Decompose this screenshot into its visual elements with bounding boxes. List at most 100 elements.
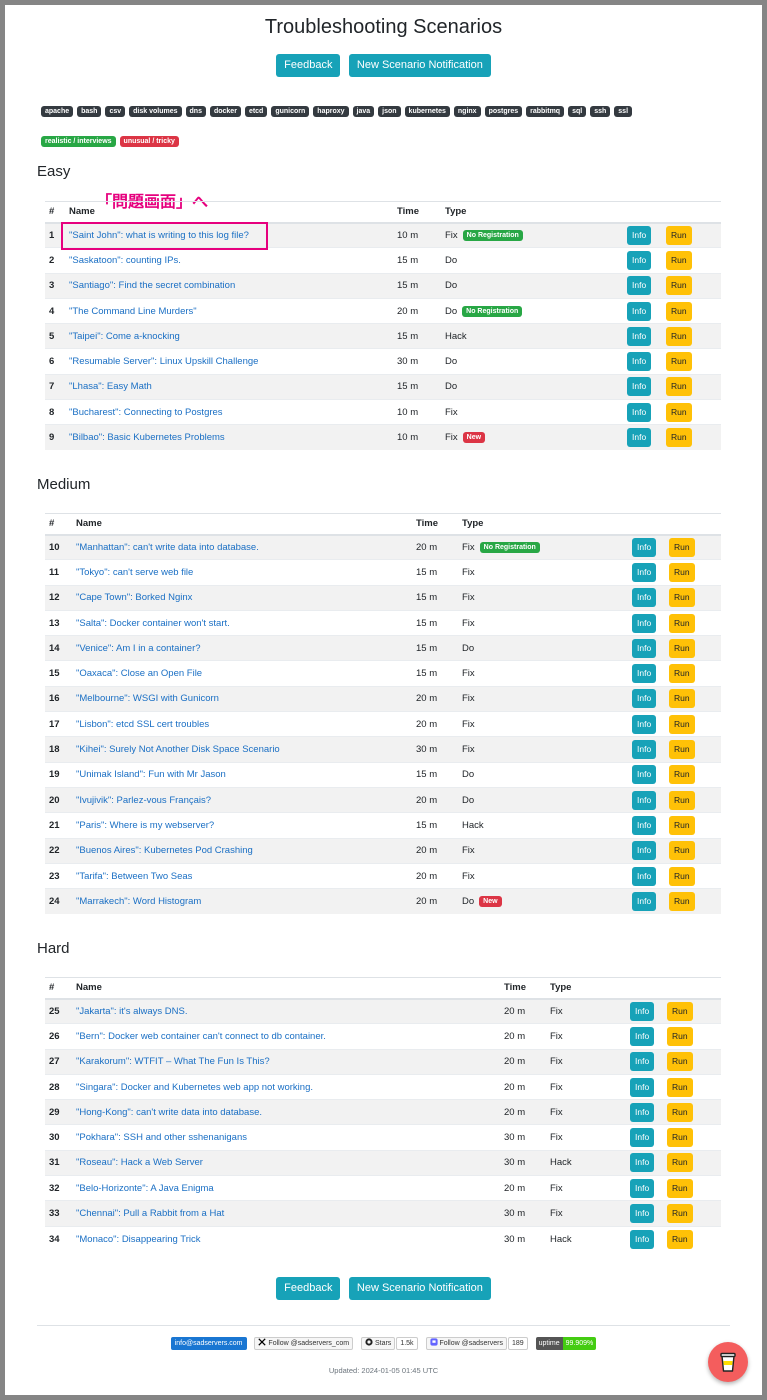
info-button[interactable]: Info (632, 841, 657, 861)
run-button[interactable]: Run (667, 1026, 693, 1046)
scenario-link[interactable]: "Ivujivik": Parlez-vous Français? (76, 794, 212, 806)
run-button[interactable]: Run (669, 790, 695, 810)
tag-gunicorn[interactable]: gunicorn (271, 106, 310, 117)
info-button[interactable]: Info (632, 689, 657, 709)
info-button[interactable]: Info (632, 740, 657, 760)
scenario-link[interactable]: "Kihei": Surely Not Another Disk Space S… (76, 744, 280, 756)
scenario-link[interactable]: "Roseau": Hack a Web Server (76, 1157, 203, 1169)
run-button[interactable]: Run (666, 377, 692, 397)
run-button[interactable]: Run (669, 537, 695, 557)
run-button[interactable]: Run (669, 714, 695, 734)
scenario-link[interactable]: "Tarifa": Between Two Seas (76, 870, 193, 882)
info-button[interactable]: Info (627, 276, 652, 296)
mastodon-follow-badge[interactable]: Follow @sadservers (425, 1337, 507, 1350)
run-button[interactable]: Run (669, 664, 695, 684)
github-stars-badge[interactable]: Stars (361, 1337, 396, 1350)
scenario-link[interactable]: "Saint John": what is writing to this lo… (69, 229, 249, 241)
run-button[interactable]: Run (667, 1052, 693, 1072)
info-button[interactable]: Info (630, 1026, 655, 1046)
info-button[interactable]: Info (630, 1052, 655, 1072)
scenario-link[interactable]: "Singara": Docker and Kubernetes web app… (76, 1081, 313, 1093)
uptime-badge[interactable]: uptime 99.909% (535, 1337, 597, 1350)
scenario-link[interactable]: "Belo-Horizonte": A Java Enigma (76, 1182, 214, 1194)
run-button[interactable]: Run (666, 428, 692, 448)
info-button[interactable]: Info (632, 790, 657, 810)
scenario-link[interactable]: "Buenos Aires": Kubernetes Pod Crashing (76, 845, 253, 857)
run-button[interactable]: Run (667, 1178, 693, 1198)
tag-ssl[interactable]: ssl (614, 106, 633, 117)
info-button[interactable]: Info (627, 402, 652, 422)
tag-docker[interactable]: docker (209, 106, 241, 117)
info-button[interactable]: Info (630, 1077, 655, 1097)
info-button[interactable]: Info (630, 1001, 655, 1021)
scenario-link[interactable]: "Venice": Am I in a container? (76, 642, 201, 654)
tag-bash[interactable]: bash (77, 106, 102, 117)
run-button[interactable]: Run (666, 276, 692, 296)
run-button[interactable]: Run (666, 352, 692, 372)
tag-sql[interactable]: sql (568, 106, 587, 117)
run-button[interactable]: Run (666, 250, 692, 270)
run-button[interactable]: Run (666, 301, 692, 321)
scenario-link[interactable]: "Salta": Docker container won't start. (76, 617, 230, 629)
scenario-link[interactable]: "Santiago": Find the secret combination (69, 280, 236, 292)
run-button[interactable]: Run (669, 892, 695, 912)
tag-ssh[interactable]: ssh (590, 106, 611, 117)
info-button[interactable]: Info (632, 537, 657, 557)
info-button[interactable]: Info (632, 892, 657, 912)
scenario-link[interactable]: "Resumable Server": Linux Upskill Challe… (69, 356, 259, 368)
scenario-link[interactable]: "Chennai": Pull a Rabbit from a Hat (76, 1208, 225, 1220)
info-button[interactable]: Info (632, 588, 657, 608)
info-button[interactable]: Info (632, 562, 657, 582)
tag-rabbitmq[interactable]: rabbitmq (526, 106, 565, 117)
run-button[interactable]: Run (669, 638, 695, 658)
run-button[interactable]: Run (669, 765, 695, 785)
scenario-link[interactable]: "Oaxaca": Close an Open File (76, 668, 203, 680)
scenario-link[interactable]: "Bucharest": Connecting to Postgres (69, 406, 223, 418)
info-button[interactable]: Info (630, 1204, 655, 1224)
tag-dns[interactable]: dns (185, 106, 206, 117)
scenario-link[interactable]: "Bilbao": Basic Kubernetes Problems (69, 432, 225, 444)
run-button[interactable]: Run (667, 1128, 693, 1148)
info-button[interactable]: Info (630, 1178, 655, 1198)
info-button[interactable]: Info (632, 613, 657, 633)
scenario-link[interactable]: "Bern": Docker web container can't conne… (76, 1030, 326, 1042)
scenario-link[interactable]: "Marrakech": Word Histogram (76, 896, 202, 908)
tag-java[interactable]: java (352, 106, 375, 117)
run-button[interactable]: Run (669, 689, 695, 709)
scenario-link[interactable]: "Manhattan": can't write data into datab… (76, 541, 259, 553)
new-scenario-notification-button[interactable]: New Scenario Notification (348, 1277, 491, 1300)
info-button[interactable]: Info (630, 1102, 655, 1122)
run-button[interactable]: Run (666, 225, 692, 245)
info-button[interactable]: Info (627, 428, 652, 448)
info-button[interactable]: Info (632, 664, 657, 684)
tag-nginx[interactable]: nginx (453, 106, 481, 117)
info-button[interactable]: Info (627, 352, 652, 372)
x-follow-badge[interactable]: Follow @sadservers_com (254, 1337, 354, 1350)
scenario-link[interactable]: "Karakorum": WTFIT – What The Fun Is Thi… (76, 1056, 270, 1068)
info-button[interactable]: Info (632, 765, 657, 785)
run-button[interactable]: Run (669, 613, 695, 633)
scenario-link[interactable]: "Lhasa": Easy Math (69, 381, 152, 393)
run-button[interactable]: Run (667, 1102, 693, 1122)
scenario-link[interactable]: "Melbourne": WSGI with Gunicorn (76, 693, 219, 705)
scenario-link[interactable]: "Pokhara": SSH and other sshenanigans (76, 1132, 247, 1144)
tag-haproxy[interactable]: haproxy (313, 106, 349, 117)
scenario-link[interactable]: "Lisbon": etcd SSL cert troubles (76, 718, 210, 730)
run-button[interactable]: Run (667, 1153, 693, 1173)
run-button[interactable]: Run (669, 588, 695, 608)
info-button[interactable]: Info (632, 638, 657, 658)
info-button[interactable]: Info (627, 250, 652, 270)
run-button[interactable]: Run (669, 740, 695, 760)
scenario-link[interactable]: "Taipei": Come a-knocking (69, 330, 180, 342)
info-button[interactable]: Info (630, 1153, 655, 1173)
run-button[interactable]: Run (667, 1229, 693, 1249)
scenario-link[interactable]: "The Command Line Murders" (69, 305, 197, 317)
info-button[interactable]: Info (627, 225, 652, 245)
info-button[interactable]: Info (630, 1229, 655, 1249)
scenario-link[interactable]: "Cape Town": Borked Nginx (76, 592, 193, 604)
info-button[interactable]: Info (632, 815, 657, 835)
tag-etcd[interactable]: etcd (244, 106, 268, 117)
info-button[interactable]: Info (632, 866, 657, 886)
tag-json[interactable]: json (378, 106, 401, 117)
run-button[interactable]: Run (667, 1204, 693, 1224)
